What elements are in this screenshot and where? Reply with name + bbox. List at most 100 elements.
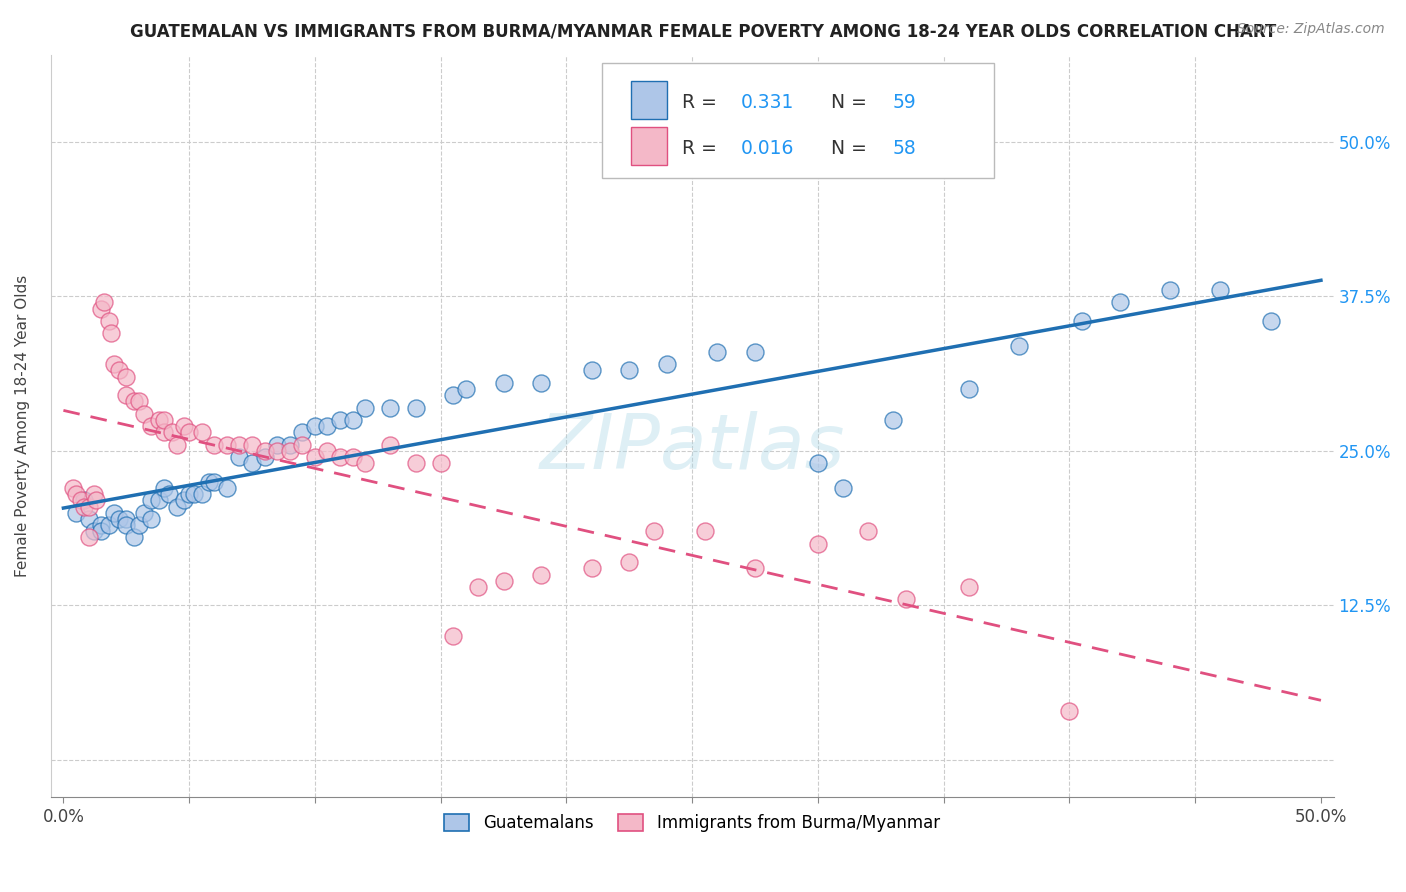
Point [128, 518, 150, 533]
Point [77, 500, 100, 514]
Text: ZIPatlas: ZIPatlas [540, 411, 845, 485]
Point [467, 580, 489, 594]
Point [166, 438, 188, 452]
Point [253, 450, 276, 464]
Point [166, 500, 188, 514]
Point [198, 475, 221, 489]
Point [132, 506, 155, 520]
Point [115, 369, 138, 384]
Point [441, 629, 464, 643]
Point [100, 326, 122, 341]
Point [291, 438, 314, 452]
Point [1209, 283, 1232, 297]
Point [90, 301, 112, 316]
FancyBboxPatch shape [631, 81, 666, 120]
Point [329, 450, 352, 464]
Point [342, 413, 364, 427]
Point [266, 438, 288, 452]
Point [202, 438, 225, 452]
Point [65, 506, 87, 520]
Text: GUATEMALAN VS IMMIGRANTS FROM BURMA/MYANMAR FEMALE POVERTY AMONG 18-24 YEAR OLDS: GUATEMALAN VS IMMIGRANTS FROM BURMA/MYAN… [129, 22, 1277, 40]
Point [380, 438, 402, 452]
Point [253, 443, 276, 458]
Point [93, 295, 115, 310]
Point [190, 487, 212, 501]
Text: 0.331: 0.331 [741, 93, 794, 112]
Point [429, 456, 451, 470]
Point [148, 413, 170, 427]
Point [190, 425, 212, 440]
Point [77, 530, 100, 544]
Point [84, 493, 107, 508]
Point [141, 419, 163, 434]
Point [215, 481, 238, 495]
Point [141, 512, 163, 526]
Point [115, 388, 138, 402]
Point [173, 493, 195, 508]
Point [807, 536, 830, 550]
Point [132, 407, 155, 421]
Point [122, 530, 145, 544]
Point [65, 487, 87, 501]
Point [1071, 314, 1094, 328]
Text: Source: ZipAtlas.com: Source: ZipAtlas.com [1237, 22, 1385, 37]
Point [329, 413, 352, 427]
Text: 0.016: 0.016 [741, 138, 794, 158]
Point [380, 401, 402, 415]
Point [153, 425, 176, 440]
Point [858, 524, 880, 539]
Point [173, 419, 195, 434]
Point [97, 518, 120, 533]
Point [342, 450, 364, 464]
Point [103, 506, 125, 520]
Point [148, 493, 170, 508]
Point [72, 500, 94, 514]
Point [122, 394, 145, 409]
Text: N =: N = [831, 93, 873, 112]
Point [77, 512, 100, 526]
Point [316, 443, 339, 458]
Point [83, 487, 105, 501]
Point [655, 357, 678, 371]
Point [744, 561, 766, 575]
Point [62, 481, 84, 495]
Point [107, 512, 129, 526]
Point [1108, 295, 1130, 310]
Point [957, 580, 980, 594]
Text: R =: R = [682, 93, 723, 112]
Point [291, 425, 314, 440]
Point [354, 401, 377, 415]
Point [957, 382, 980, 396]
Point [706, 345, 728, 359]
Point [70, 493, 93, 508]
Point [278, 438, 301, 452]
Point [882, 413, 904, 427]
Point [202, 475, 225, 489]
Point [304, 450, 326, 464]
Point [72, 493, 94, 508]
Point [619, 555, 641, 569]
Text: R =: R = [682, 138, 723, 158]
Point [492, 376, 515, 390]
Point [492, 574, 515, 588]
Point [316, 419, 339, 434]
Point [1059, 704, 1081, 718]
Text: 58: 58 [893, 138, 917, 158]
Point [1260, 314, 1282, 328]
Point [354, 456, 377, 470]
Point [240, 456, 263, 470]
Point [240, 438, 263, 452]
Point [894, 592, 917, 607]
Point [454, 382, 477, 396]
Point [90, 518, 112, 533]
Point [153, 481, 176, 495]
Point [228, 450, 250, 464]
Point [581, 363, 603, 377]
Point [160, 425, 183, 440]
Point [179, 487, 201, 501]
Point [619, 363, 641, 377]
Point [441, 388, 464, 402]
Point [215, 438, 238, 452]
Point [405, 456, 427, 470]
Point [693, 524, 716, 539]
